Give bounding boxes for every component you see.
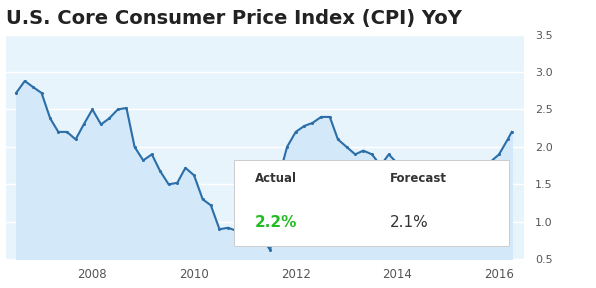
FancyBboxPatch shape — [234, 160, 509, 246]
Text: Forecast: Forecast — [390, 172, 446, 185]
Text: 2.2%: 2.2% — [255, 215, 297, 230]
Text: Actual: Actual — [255, 172, 297, 185]
Text: U.S. Core Consumer Price Index (CPI) YoY: U.S. Core Consumer Price Index (CPI) YoY — [6, 9, 462, 28]
Text: 2.1%: 2.1% — [390, 215, 429, 230]
